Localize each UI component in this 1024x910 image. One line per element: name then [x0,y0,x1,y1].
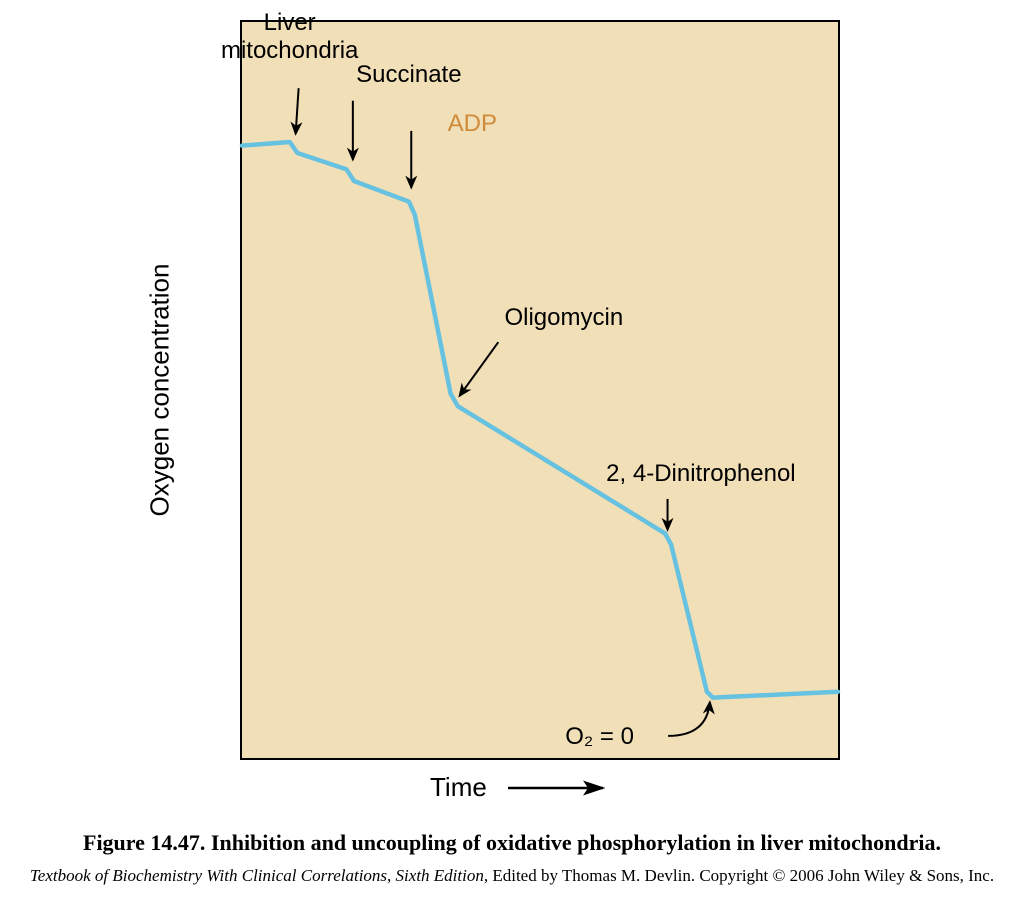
annotation-arrows [296,88,710,736]
plot-svg [242,22,838,758]
credit-italic-1: Textbook of Biochemistry With Clinical C… [30,866,387,885]
label-liver-line2: mitochondria [221,37,358,64]
figure-caption-title: Figure 14.47. Inhibition and uncoupling … [0,830,1024,856]
caption-text: Inhibition and uncoupling of oxidative p… [211,830,941,855]
plot-box: Liver mitochondria Succinate ADP Oligomy… [240,20,840,760]
figure-caption-credit: Textbook of Biochemistry With Clinical C… [0,866,1024,886]
label-dinitrophenol: 2, 4-Dinitrophenol [606,460,795,488]
credit-italic-2: Sixth Edition [396,866,484,885]
label-adp: ADP [448,110,497,138]
time-arrow-icon [508,778,618,798]
label-o2-zero: O₂ = 0 [565,723,634,751]
label-liver-line1: Liver [264,9,316,36]
credit-rest-2: , Edited by Thomas M. Devlin. Copyright … [484,866,994,885]
chart-area: Oxygen concentration Liver mitochondri [180,20,840,770]
label-succinate: Succinate [356,61,461,89]
label-liver-mitochondria: Liver mitochondria [221,9,358,65]
y-axis-label: Oxygen concentration [145,264,176,517]
oxygen-trace-line [242,142,838,698]
caption-prefix: Figure 14.47. [83,830,211,855]
page: Oxygen concentration Liver mitochondri [0,0,1024,910]
x-axis-label: Time [430,772,487,803]
credit-sep-1: , [387,866,396,885]
label-oligomycin: Oligomycin [504,304,623,332]
